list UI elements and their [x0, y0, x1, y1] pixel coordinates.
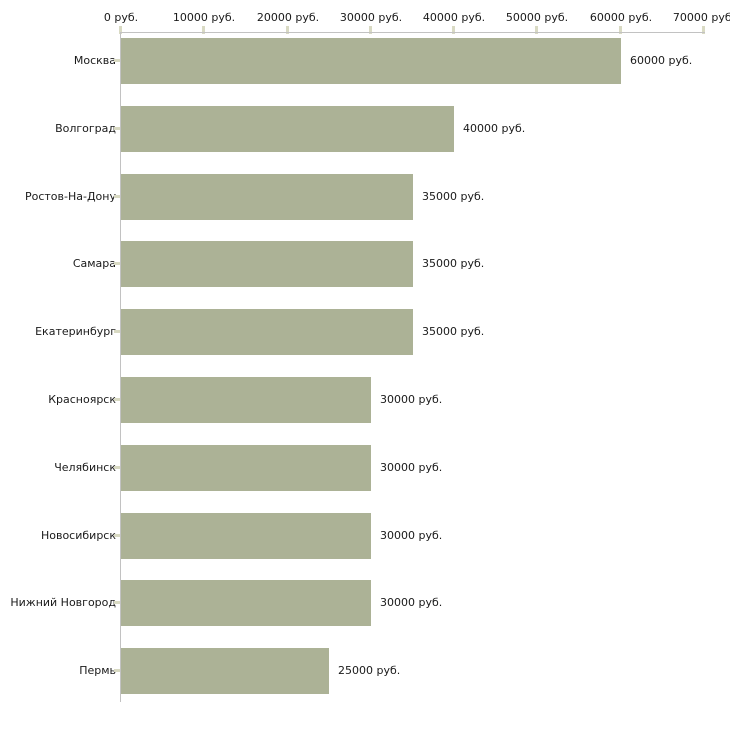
category-label: Самара: [72, 257, 116, 270]
x-tick-label: 40000 руб.: [422, 11, 486, 24]
category-label: Нижний Новгород: [10, 596, 116, 609]
category-tick-mark: [114, 669, 120, 672]
category-tick-mark: [114, 330, 120, 333]
category-label: Екатеринбург: [35, 325, 116, 338]
category-label: Ростов-На-Дону: [24, 190, 116, 203]
category-label: Москва: [73, 54, 116, 67]
x-axis-tick-mark: [452, 26, 455, 34]
bar-value-label: 30000 руб.: [380, 393, 443, 406]
bar-value-label: 60000 руб.: [630, 54, 693, 67]
bar-value-label: 35000 руб.: [422, 257, 485, 270]
category-tick-mark: [114, 59, 120, 62]
bar: [121, 38, 621, 84]
x-axis-tick-mark: [619, 26, 622, 34]
x-axis-tick-mark: [535, 26, 538, 34]
bar: [121, 513, 371, 559]
x-axis-tick-mark: [119, 26, 122, 34]
bar: [121, 309, 413, 355]
bar: [121, 174, 413, 220]
bar: [121, 445, 371, 491]
bar-value-label: 30000 руб.: [380, 461, 443, 474]
bar: [121, 106, 454, 152]
category-tick-mark: [114, 534, 120, 537]
bar-value-label: 30000 руб.: [380, 529, 443, 542]
x-tick-label: 70000 руб.: [672, 11, 730, 24]
category-tick-mark: [114, 398, 120, 401]
category-tick-mark: [114, 262, 120, 265]
category-label: Челябинск: [54, 461, 116, 474]
x-tick-label: 60000 руб.: [589, 11, 653, 24]
x-tick-label: 10000 руб.: [172, 11, 236, 24]
category-label: Пермь: [79, 664, 116, 677]
x-axis-tick-mark: [202, 26, 205, 34]
bar: [121, 241, 413, 287]
category-label: Красноярск: [48, 393, 116, 406]
x-axis-tick-mark: [369, 26, 372, 34]
bar-value-label: 30000 руб.: [380, 596, 443, 609]
x-tick-label: 50000 руб.: [505, 11, 569, 24]
category-label: Новосибирск: [40, 529, 116, 542]
category-label: Волгоград: [55, 122, 116, 135]
category-tick-mark: [114, 601, 120, 604]
category-tick-mark: [114, 195, 120, 198]
bar: [121, 648, 329, 694]
bar-value-label: 35000 руб.: [422, 190, 485, 203]
x-tick-label: 0 руб.: [103, 11, 139, 24]
x-axis-tick-mark: [702, 26, 705, 34]
x-tick-label: 20000 руб.: [256, 11, 320, 24]
bar-value-label: 25000 руб.: [338, 664, 401, 677]
category-tick-mark: [114, 127, 120, 130]
x-axis-tick-mark: [286, 26, 289, 34]
bar-value-label: 35000 руб.: [422, 325, 485, 338]
x-tick-label: 30000 руб.: [339, 11, 403, 24]
bar: [121, 580, 371, 626]
bar-value-label: 40000 руб.: [463, 122, 526, 135]
category-tick-mark: [114, 466, 120, 469]
bar: [121, 377, 371, 423]
